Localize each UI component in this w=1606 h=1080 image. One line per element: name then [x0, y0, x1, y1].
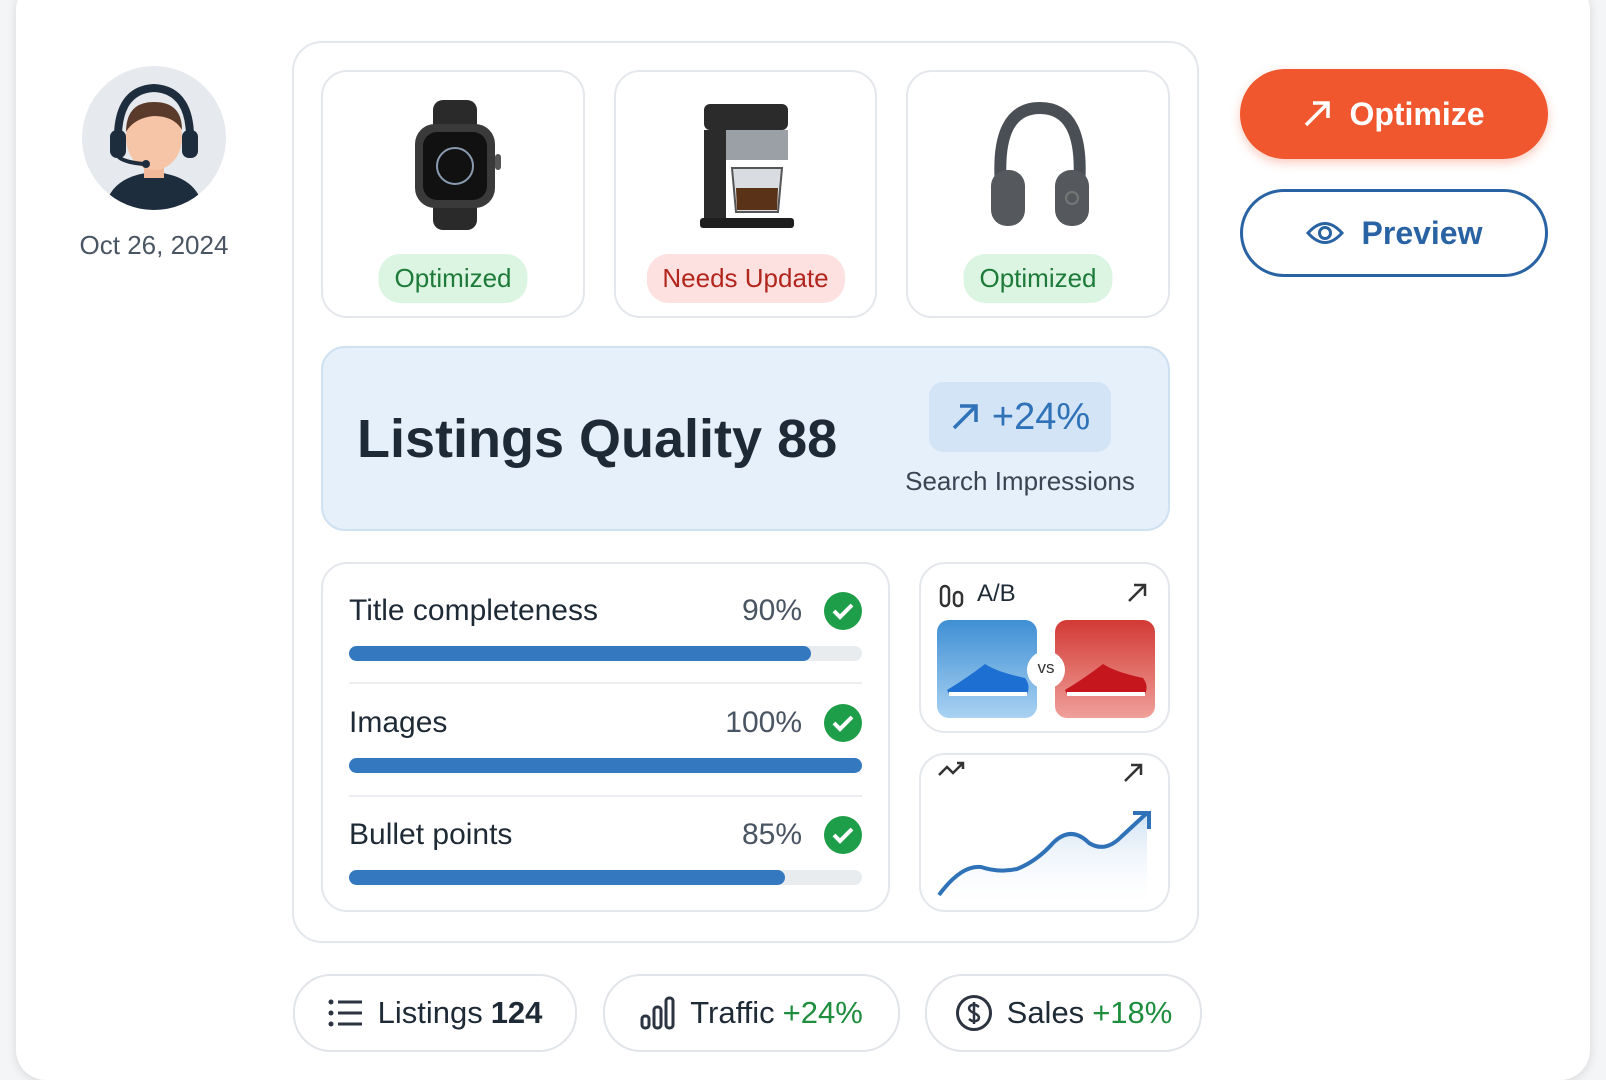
change-label: Search Impressions — [905, 466, 1135, 496]
check-icon — [824, 816, 862, 854]
vs-label: vs — [1037, 658, 1055, 677]
preview-button[interactable]: Preview — [1240, 189, 1548, 277]
headphones-image — [991, 101, 1089, 226]
ab-card: A/B vs — [919, 562, 1170, 733]
stat-label: Listings — [377, 995, 483, 1030]
watch-image — [415, 100, 501, 230]
product-card: Needs Update — [614, 70, 877, 318]
quality-title: Listings Quality 88 — [357, 408, 837, 470]
date: Oct 26, 2024 — [79, 230, 229, 260]
stat-pill[interactable]: Traffic +24% — [603, 974, 900, 1052]
list-icon — [328, 999, 362, 1027]
check-icon — [824, 592, 862, 630]
optimize-button[interactable]: Optimize — [1240, 69, 1548, 159]
status-badge: Optimized — [963, 254, 1113, 303]
change-chip: +24% — [929, 382, 1111, 452]
button-label: Preview — [1361, 214, 1483, 251]
dollar-icon — [955, 995, 992, 1031]
arrow-icon — [1305, 101, 1331, 127]
trend-card — [919, 753, 1170, 912]
check-label: Images — [349, 706, 448, 739]
stat-value: +24% — [782, 995, 863, 1030]
coffee-maker-image — [700, 104, 794, 228]
eye-icon — [1305, 222, 1344, 244]
check-percent: 90% — [741, 594, 802, 627]
change-value: +24% — [991, 395, 1091, 438]
progress-track — [349, 870, 862, 885]
bar-icon — [640, 996, 675, 1030]
check-percent: 100% — [725, 706, 802, 739]
arrow-icon — [952, 404, 978, 430]
progress-fill — [349, 646, 811, 661]
check-icon — [824, 704, 862, 742]
check-label: Title completeness — [349, 594, 598, 627]
check-percent: 85% — [741, 818, 802, 851]
stat-pill[interactable]: Sales +18% — [925, 974, 1202, 1052]
check-label: Bullet points — [349, 818, 513, 851]
ab-title: A/B — [977, 580, 1016, 607]
progress-fill — [349, 758, 862, 773]
status-badge: Needs Update — [646, 254, 845, 303]
quality-banner: Listings Quality 88 +24% Search Impressi… — [321, 346, 1170, 531]
stat-value: 124 — [490, 995, 543, 1030]
trend-sparkline — [937, 761, 1151, 910]
stat-label: Traffic — [690, 995, 775, 1030]
stat-label: Sales — [1006, 995, 1085, 1030]
stat-pill[interactable]: Listings 124 — [293, 974, 577, 1052]
button-label: Optimize — [1349, 95, 1485, 132]
separator — [349, 795, 862, 797]
ab-images — [937, 620, 1155, 718]
checks-card: Title completeness 90% Images 100% Bullet po… — [321, 562, 890, 912]
status-badge: Optimized — [378, 254, 528, 303]
progress-fill — [349, 870, 786, 885]
product-card: Optimized — [321, 70, 585, 318]
progress-track — [349, 758, 862, 773]
ab-icon — [939, 584, 964, 608]
avatar — [82, 66, 226, 210]
progress-track — [349, 646, 862, 661]
stat-value: +18% — [1092, 995, 1173, 1030]
separator — [349, 682, 862, 684]
open-icon[interactable] — [1126, 582, 1148, 604]
quality-label: Listings Quality — [357, 409, 763, 469]
quality-score: 88 — [777, 409, 838, 469]
product-card: Optimized — [906, 70, 1170, 318]
